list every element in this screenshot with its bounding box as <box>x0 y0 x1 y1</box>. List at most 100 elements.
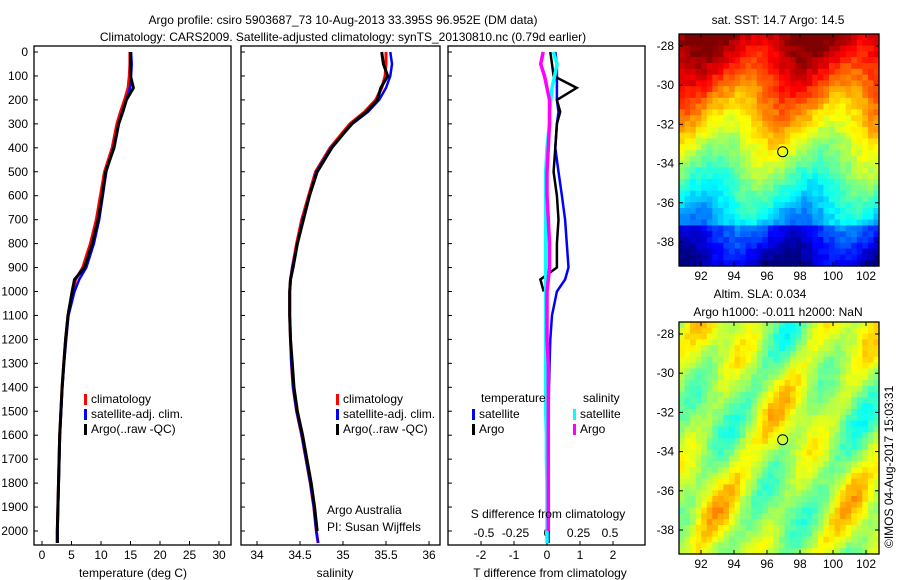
sst-map-cell <box>834 68 841 76</box>
sst-map-cell <box>729 242 736 250</box>
sst-map-cell <box>840 74 847 81</box>
sla-map-cell <box>751 333 758 340</box>
sla-map-cell <box>867 374 875 381</box>
sst-map-lon-label: 100 <box>823 269 843 283</box>
sst-map-cell <box>773 260 780 267</box>
sla-map-cell <box>679 501 686 509</box>
sst-map-cell <box>829 237 836 244</box>
sla-map-cell <box>840 409 847 416</box>
sla-map-cell <box>729 449 736 456</box>
sla-map-cell <box>684 525 691 532</box>
sla-map-cell <box>717 472 725 480</box>
sst-map-cell <box>695 39 702 47</box>
sla-map-cell <box>773 368 780 375</box>
sst-map-cell <box>695 190 702 197</box>
depth-tick-label: 600 <box>8 189 28 203</box>
sst-map-cell <box>751 121 758 128</box>
sst-map-cell <box>679 80 686 87</box>
sla-map-cell <box>723 327 730 335</box>
sst-map-cell <box>723 202 730 209</box>
sst-map-cell <box>723 150 730 157</box>
sla-map-cell <box>823 467 830 474</box>
sla-map-cell <box>723 409 730 416</box>
sst-map-cell <box>751 57 758 64</box>
sst-map-cell <box>679 126 686 134</box>
sst-map-cell <box>823 51 830 58</box>
sla-map-cell <box>806 513 813 520</box>
sst-map-cell <box>695 80 702 87</box>
sla-map-cell <box>729 548 736 555</box>
sst-map-cell <box>801 57 808 64</box>
sla-map-cell <box>845 432 852 439</box>
sst-map-cell <box>795 92 802 99</box>
sst-map-cell <box>840 57 847 64</box>
sla-map-cell <box>723 472 730 480</box>
sst-map-cell <box>801 155 808 163</box>
sla-map-cell <box>840 484 847 491</box>
sla-map-cell <box>684 496 691 503</box>
sla-map-cell <box>751 362 758 369</box>
sst-map-cell <box>845 219 852 226</box>
sla-map-cell <box>779 322 786 329</box>
sla-map-cell <box>862 322 869 329</box>
sla-map-cell <box>734 397 741 404</box>
sla-map-cell <box>706 351 713 358</box>
sst-map-cell <box>840 196 847 203</box>
sla-map-cell <box>729 461 736 468</box>
sla-map-cell <box>745 322 752 329</box>
sst-map-cell <box>795 248 802 255</box>
sst-map-cell <box>823 144 830 151</box>
sst-map-cell <box>862 225 869 232</box>
sla-map-cell <box>795 490 802 497</box>
sst-map-cell <box>695 74 702 81</box>
sla-map-cell <box>784 391 791 398</box>
sla-map-cell <box>812 548 819 555</box>
sst-map-cell <box>823 161 830 168</box>
sst-map-cell <box>706 121 713 128</box>
sla-map-cell <box>790 519 797 526</box>
sla-map-cell <box>829 362 836 369</box>
sla-map-cell <box>773 467 780 474</box>
sst-map-cell <box>795 86 802 93</box>
sla-map-cell <box>823 362 830 369</box>
sst-map-cell <box>795 138 802 145</box>
T-tick-label: 0 <box>544 548 551 562</box>
sst-map-cell <box>767 126 775 134</box>
sst-map-cell <box>690 109 697 116</box>
sla-map-cell <box>795 467 802 474</box>
sst-map-cell <box>734 219 741 226</box>
sst-map-cell <box>845 63 852 70</box>
sst-map-cell <box>823 138 830 145</box>
sst-map-cell <box>873 184 880 192</box>
sst-map-cell <box>862 45 869 52</box>
sst-map-cell <box>795 39 802 47</box>
sla-map-cell <box>790 438 797 445</box>
sla-map-cell <box>740 333 747 340</box>
x-tick-label: 36 <box>422 548 436 562</box>
sst-map-cell <box>812 109 819 116</box>
sla-map-cell <box>862 536 869 543</box>
sla-map-cell <box>767 322 775 329</box>
sst-map-cell <box>784 237 791 244</box>
sst-map-cell <box>701 161 708 168</box>
sla-map-cell <box>851 391 858 398</box>
sla-map-cell <box>867 356 875 364</box>
sst-map-cell <box>751 150 758 157</box>
sst-map-cell <box>762 161 769 168</box>
sla-map-cell <box>695 507 702 514</box>
sst-map-cell <box>784 68 791 76</box>
sla-map-cell <box>784 322 791 329</box>
sla-map-cell <box>740 368 747 375</box>
sla-map-cell <box>690 409 697 416</box>
sla-map-cell <box>684 484 691 491</box>
sst-map-cell <box>762 109 769 116</box>
sla-map-cell <box>695 322 702 329</box>
sst-map-cell <box>867 132 875 139</box>
sla-map-cell <box>706 327 713 335</box>
sst-map-cell <box>812 225 819 232</box>
sla-map-lon-label: 94 <box>727 557 741 571</box>
sla-map-cell <box>784 333 791 340</box>
sst-map-cell <box>867 63 875 70</box>
sst-map-cell <box>817 115 825 122</box>
sla-map-cell <box>795 472 802 480</box>
